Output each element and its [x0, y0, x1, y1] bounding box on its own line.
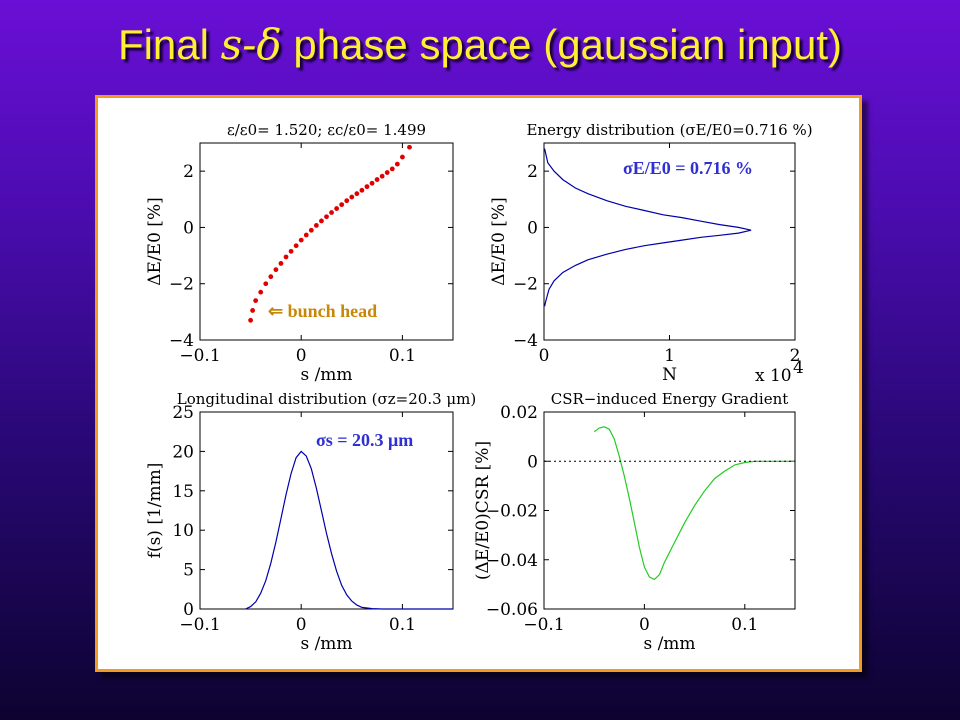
phase-space-title: ε/ε0= 1.520; εc/ε0= 1.499 [227, 121, 426, 139]
longitudinal-distribution-series-line [245, 450, 453, 610]
csr-gradient-axes-box [543, 411, 796, 610]
longitudinal-distribution-xlabel: s /mm [300, 634, 352, 654]
energy-distribution-xlabel: N [662, 365, 677, 385]
longitudinal-distribution-ytick-label: 20 [172, 442, 194, 462]
phase-space-point [253, 298, 259, 303]
energy-distribution-ytick-label: −2 [513, 275, 538, 295]
phase-space-point [394, 161, 400, 167]
sigma-e-annotation: σE/E0 = 0.716 % [623, 158, 753, 178]
phase-space-point [344, 198, 350, 204]
energy-distribution-title: Energy distribution (σE/E0=0.716 %) [526, 121, 812, 139]
title-post: phase space (gaussian input) [281, 21, 843, 68]
phase-space-axes-box [199, 142, 454, 341]
csr-gradient-xtick-label: −0.1 [523, 615, 564, 635]
phase-space-point [303, 232, 309, 238]
energy-distribution-ytick-label: −4 [513, 331, 538, 351]
slide-title: Final s-δ phase space (gaussian input) [0, 20, 960, 69]
energy-distribution-xtick-label: 0 [539, 346, 550, 366]
csr-gradient-series-line [593, 426, 795, 581]
phase-space-point [369, 180, 375, 186]
energy-distribution-ylabel: ΔE/E0 [%] [489, 197, 509, 285]
phase-space-point [329, 210, 334, 215]
csr-gradient-xlabel: s /mm [643, 634, 695, 654]
phase-space-point [324, 214, 329, 220]
phase-space-point [313, 223, 319, 228]
csr-gradient-ylabel: (ΔE/E0)CSR [%] [473, 441, 493, 580]
csr-gradient-title: CSR−induced Energy Gradient [551, 390, 789, 408]
longitudinal-distribution-ytick-label: 10 [172, 521, 194, 541]
sigma-s-annotation: σs = 20.3 μm [316, 430, 413, 450]
energy-distribution-xtick-label: 1 [664, 346, 675, 366]
longitudinal-distribution-ytick-label: 25 [172, 403, 194, 423]
title-pre: Final [117, 21, 221, 68]
longitudinal-distribution-ytick-label: 0 [183, 600, 194, 620]
phase-space-point [407, 144, 412, 150]
phase-space-point [293, 243, 299, 249]
phase-space-point [248, 317, 254, 323]
phase-space-ytick-label: −2 [169, 275, 194, 295]
energy-distribution-ytick-label: 0 [527, 218, 538, 238]
csr-gradient-ytick-label: 0 [527, 452, 538, 472]
phase-space-ytick-label: 2 [183, 162, 194, 182]
title-s: s- [220, 20, 257, 69]
phase-space-point [400, 154, 405, 160]
longitudinal-distribution-ytick-label: 5 [183, 561, 194, 581]
figure-panel: −0.1 0 0.1 −4 −2 0 2 ε/ε0= 1.520; εc/ε0= 1.499 s… [95, 95, 862, 672]
csr-gradient-ytick-label: 0.02 [500, 403, 538, 423]
phase-space-point [354, 191, 360, 197]
phase-space-point [308, 227, 314, 233]
phase-space-point [364, 184, 370, 190]
phase-space-point [298, 237, 304, 243]
phase-space-point [258, 289, 264, 295]
phase-space-point [283, 254, 289, 260]
phase-space-point [339, 202, 345, 208]
bunch-head-annotation: ⇐ bunch head [268, 301, 377, 321]
csr-gradient-ytick-label: −0.04 [486, 551, 538, 571]
phase-space-point [319, 218, 324, 224]
energy-distribution-x-multiplier: x 10 [755, 366, 792, 386]
longitudinal-distribution-axes-box [199, 411, 454, 610]
phase-space-point [263, 281, 269, 287]
phase-space-point [359, 187, 365, 193]
phase-space-point [278, 261, 284, 266]
phase-space-point [268, 274, 274, 280]
phase-space-point [379, 173, 385, 179]
phase-space-point [384, 170, 390, 175]
longitudinal-distribution-ylabel: f(s) [1/mm] [145, 463, 165, 559]
energy-distribution-x-multiplier-exp: 4 [793, 358, 804, 378]
longitudinal-distribution-title: Longitudinal distribution (σz=20.3 μm) [177, 390, 477, 408]
phase-space-xtick-label: 0.1 [389, 346, 416, 366]
csr-gradient-ytick-label: −0.06 [486, 600, 538, 620]
phase-space-point [288, 248, 294, 254]
energy-distribution-series-line [544, 148, 752, 307]
energy-distribution-xtick-label: 2 [790, 346, 801, 366]
csr-gradient-xtick-label: 0 [639, 615, 650, 635]
title-delta: δ [256, 20, 282, 69]
phase-space-point [334, 206, 340, 211]
csr-gradient-ytick-label: −0.02 [486, 502, 538, 522]
phase-space-ylabel: ΔE/E0 [%] [145, 197, 165, 285]
phase-space-point [374, 177, 380, 182]
longitudinal-distribution-ytick-label: 15 [172, 482, 194, 502]
phase-space-point [273, 267, 279, 273]
phase-space-ytick-label: −4 [169, 331, 194, 351]
phase-space-point [250, 308, 256, 313]
phase-space-xtick-label: −0.1 [179, 346, 220, 366]
longitudinal-distribution-xtick-label: 0 [296, 615, 307, 635]
phase-space-point [349, 194, 355, 200]
phase-space-xtick-label: 0 [296, 346, 307, 366]
csr-gradient-xtick-label: 0.1 [731, 615, 758, 635]
phase-space-ytick-label: 0 [183, 218, 194, 238]
phase-space-xlabel: s /mm [300, 365, 352, 385]
longitudinal-distribution-xtick-label: −0.1 [179, 615, 220, 635]
phase-space-point [389, 166, 395, 172]
energy-distribution-ytick-label: 2 [527, 162, 538, 182]
longitudinal-distribution-xtick-label: 0.1 [389, 615, 416, 635]
